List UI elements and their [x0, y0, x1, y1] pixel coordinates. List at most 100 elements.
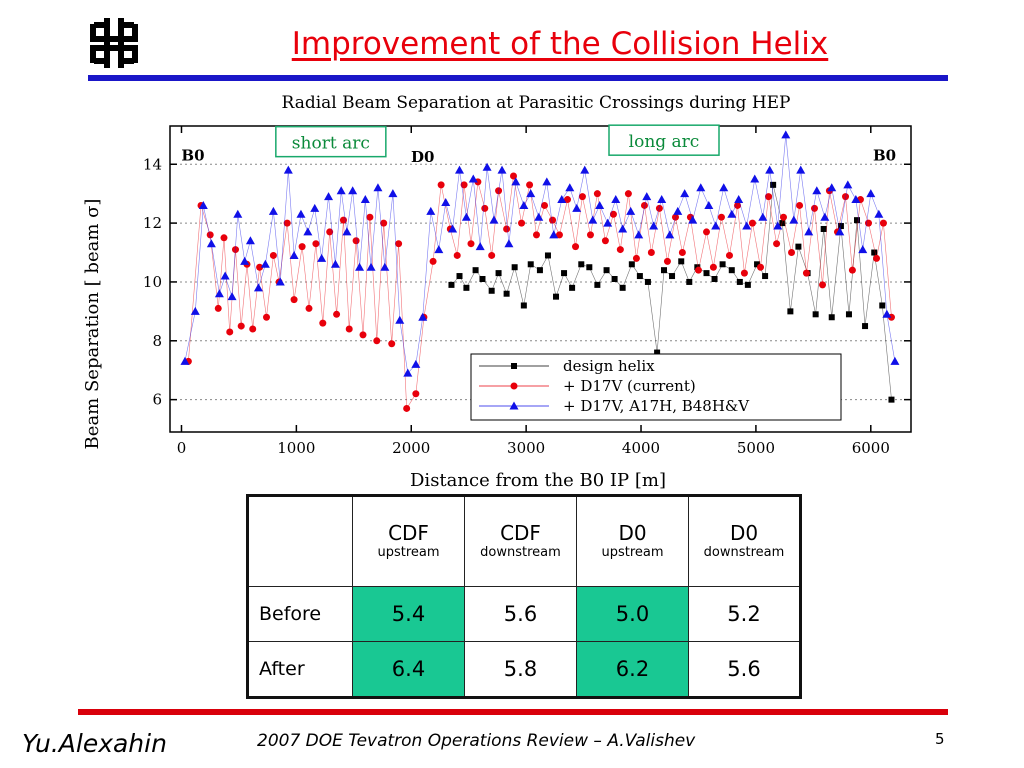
data-point [275, 277, 285, 286]
data-point [472, 267, 479, 274]
data-point [882, 309, 892, 318]
data-point [411, 359, 421, 368]
data-point [360, 195, 370, 204]
data-point [665, 230, 675, 239]
data-point [626, 206, 636, 215]
data-point [289, 250, 299, 259]
data-point [572, 203, 582, 212]
data-point [256, 263, 264, 271]
data-point [727, 209, 737, 218]
data-point [511, 177, 521, 186]
data-point [269, 251, 277, 259]
table-row: Before 5.4 5.6 5.0 5.2 [247, 586, 801, 642]
data-point [190, 306, 200, 315]
data-point [418, 312, 428, 321]
header-main: D0 [618, 520, 647, 545]
data-point [434, 245, 444, 254]
data-point [661, 267, 667, 274]
data-point [510, 172, 518, 180]
data-point [843, 180, 853, 189]
data-point [680, 189, 690, 198]
data-point [704, 200, 714, 209]
data-point [359, 331, 367, 339]
data-point [326, 228, 334, 236]
data-point [862, 323, 869, 330]
data-point [624, 190, 632, 198]
data-point [657, 195, 667, 204]
data-point [481, 204, 489, 212]
data-point [283, 219, 291, 227]
series-line [451, 184, 892, 400]
data-point [503, 225, 511, 233]
beam-separation-chart: Radial Beam Separation at Parasitic Cros… [82, 93, 912, 489]
data-point [283, 165, 293, 174]
data-point [220, 271, 230, 280]
data-point [460, 181, 468, 189]
header-main: D0 [729, 520, 759, 545]
legend-label: design helix [563, 357, 655, 375]
data-point [549, 216, 557, 224]
table-header-cell: D0 upstream [576, 494, 689, 588]
legend-box [470, 353, 842, 421]
data-point [526, 181, 534, 189]
data-point [263, 313, 271, 321]
table-row: After 6.4 5.8 6.2 5.6 [247, 640, 801, 699]
data-point [268, 206, 278, 215]
data-point [180, 356, 190, 365]
data-point [773, 240, 781, 248]
data-point [467, 240, 475, 248]
legend-label: + D17V (current) [563, 377, 696, 395]
data-point [526, 189, 536, 198]
data-point [260, 259, 270, 268]
data-point [654, 349, 661, 356]
data-point [220, 234, 228, 242]
data-point [642, 192, 652, 201]
header-sub: upstream [377, 544, 440, 560]
data-point [779, 213, 787, 221]
data-point [588, 215, 598, 224]
data-point [586, 231, 594, 239]
data-point [489, 215, 499, 224]
data-point [618, 224, 628, 233]
data-point [366, 262, 376, 271]
data-point [594, 281, 601, 288]
data-point [253, 283, 263, 292]
data-point [820, 225, 827, 232]
title-divider [88, 75, 948, 81]
data-point [678, 249, 686, 257]
header-main: CDF [500, 520, 541, 545]
table-cell: 5.8 [464, 640, 577, 699]
data-point [448, 281, 455, 288]
data-point [578, 193, 586, 201]
data-point [854, 217, 861, 224]
data-point [603, 267, 610, 274]
data-point [586, 264, 593, 271]
y-tick-label: 6 [152, 391, 162, 409]
data-point [233, 209, 243, 218]
footer-divider [78, 709, 948, 715]
data-point [336, 186, 346, 195]
table-corner-cell [247, 494, 353, 588]
data-point [453, 251, 461, 259]
data-point [536, 267, 543, 274]
data-point [495, 270, 502, 277]
x-tick-label: 6000 [852, 439, 890, 457]
data-point [655, 204, 663, 212]
table-header-cell: CDF downstream [464, 494, 577, 588]
data-point [569, 284, 576, 291]
data-point [748, 219, 756, 227]
data-point [520, 302, 527, 309]
x-tick-label: 4000 [622, 439, 660, 457]
data-point [352, 237, 360, 245]
annotation-label: long arc [629, 132, 700, 152]
data-point [673, 206, 683, 215]
data-point [511, 264, 518, 271]
header-main: CDF [388, 520, 429, 545]
data-point [249, 325, 257, 333]
data-point [740, 269, 748, 277]
data-point [206, 239, 216, 248]
data-point [644, 278, 651, 285]
data-point [781, 130, 791, 139]
data-point [703, 228, 711, 236]
data-point [593, 190, 601, 198]
